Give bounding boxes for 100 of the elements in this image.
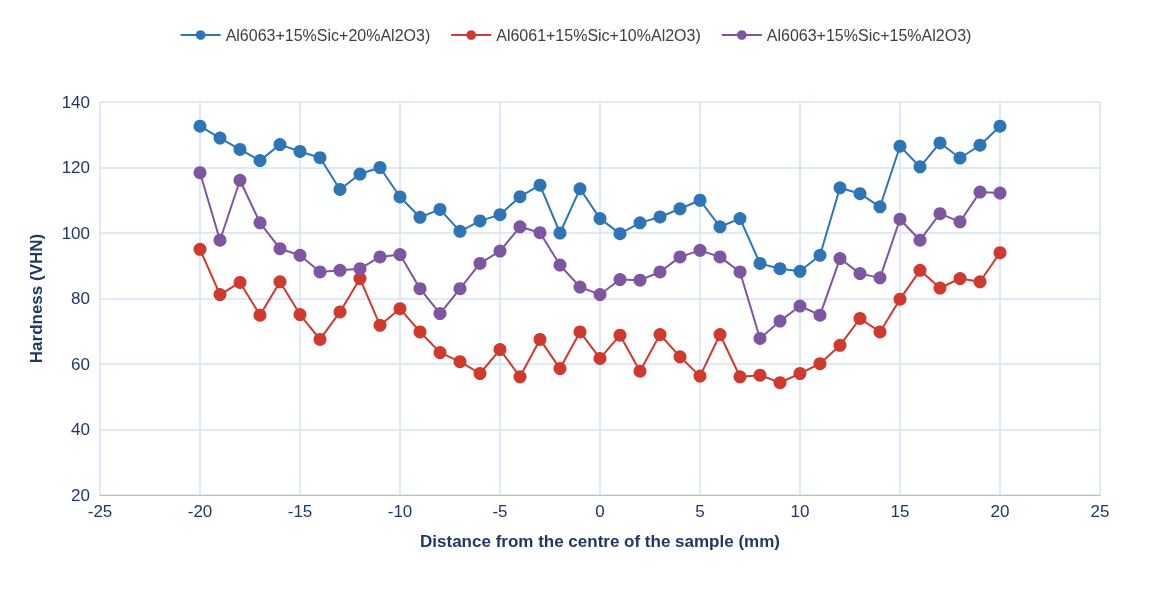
point — [413, 210, 427, 224]
x-tick-label: -5 — [492, 502, 508, 521]
point — [653, 210, 667, 224]
point — [773, 314, 787, 328]
point — [533, 226, 547, 240]
x-tick-label: 20 — [990, 502, 1010, 521]
point — [733, 265, 747, 279]
point — [393, 190, 407, 204]
point — [673, 202, 687, 216]
point — [193, 242, 207, 256]
point — [813, 357, 827, 371]
point — [353, 262, 367, 276]
point — [993, 246, 1007, 260]
y-tick-label: 120 — [61, 158, 90, 177]
point — [333, 305, 347, 319]
point — [813, 308, 827, 322]
point — [453, 282, 467, 296]
point — [573, 280, 587, 294]
point — [873, 200, 887, 214]
point — [553, 362, 567, 376]
point — [273, 138, 287, 152]
point — [893, 212, 907, 226]
point — [913, 263, 927, 277]
y-tick-label: 140 — [61, 92, 90, 112]
y-tick-label: 40 — [71, 420, 90, 439]
legend-label: Al6063+15%Sic+15%Al2O3) — [766, 26, 972, 44]
point — [633, 216, 647, 230]
point — [313, 151, 327, 165]
point — [593, 351, 607, 365]
point — [593, 288, 607, 302]
point — [613, 227, 627, 241]
x-tick-label: 15 — [890, 502, 910, 521]
point — [913, 233, 927, 247]
point — [293, 248, 307, 262]
point — [613, 328, 627, 342]
point — [953, 151, 967, 165]
point — [413, 325, 427, 339]
point — [573, 182, 587, 196]
point — [793, 299, 807, 313]
point — [793, 367, 807, 380]
point — [453, 224, 467, 238]
point — [393, 248, 407, 262]
point — [673, 350, 687, 364]
point — [953, 215, 967, 229]
point — [873, 271, 887, 285]
point — [513, 190, 527, 204]
point — [613, 273, 627, 286]
point — [593, 212, 607, 226]
x-tick-label: 0 — [595, 502, 605, 521]
point — [653, 265, 667, 279]
point — [273, 275, 287, 289]
x-tick-label: -20 — [187, 502, 213, 521]
point — [293, 144, 307, 158]
x-tick-label: 5 — [695, 502, 705, 521]
point — [453, 355, 467, 369]
point — [413, 282, 427, 296]
x-tick-label: -15 — [287, 502, 313, 521]
point — [433, 307, 447, 321]
point — [473, 214, 487, 228]
point — [973, 138, 987, 152]
point — [273, 242, 287, 256]
point — [313, 265, 327, 279]
point — [853, 311, 867, 325]
point — [433, 346, 447, 360]
point — [793, 264, 807, 278]
point — [893, 292, 907, 306]
point — [693, 369, 707, 383]
point — [293, 308, 307, 322]
point — [233, 142, 247, 156]
point — [193, 119, 207, 133]
y-tick-label: 20 — [71, 485, 90, 505]
point — [913, 160, 927, 174]
point — [653, 328, 667, 342]
point — [813, 248, 827, 262]
point — [713, 220, 727, 234]
point — [573, 325, 587, 339]
point — [993, 186, 1007, 200]
point — [853, 187, 867, 201]
point — [313, 332, 327, 346]
point — [513, 370, 527, 384]
y-tick-label: 100 — [61, 223, 90, 243]
point — [213, 288, 227, 302]
point — [713, 250, 727, 264]
point — [693, 243, 707, 257]
point — [933, 136, 947, 150]
point — [873, 325, 887, 339]
point — [193, 166, 207, 180]
y-tick-label: 80 — [71, 289, 90, 308]
point — [713, 328, 727, 342]
point — [553, 258, 567, 272]
point — [833, 181, 847, 195]
x-tick-label: -10 — [387, 502, 413, 521]
point — [753, 331, 767, 345]
point — [953, 272, 967, 286]
x-tick-label: -25 — [87, 502, 113, 521]
point — [493, 343, 507, 357]
point — [213, 233, 227, 247]
point — [633, 273, 647, 287]
x-tick-label: 25 — [1090, 502, 1110, 521]
point — [493, 208, 507, 222]
